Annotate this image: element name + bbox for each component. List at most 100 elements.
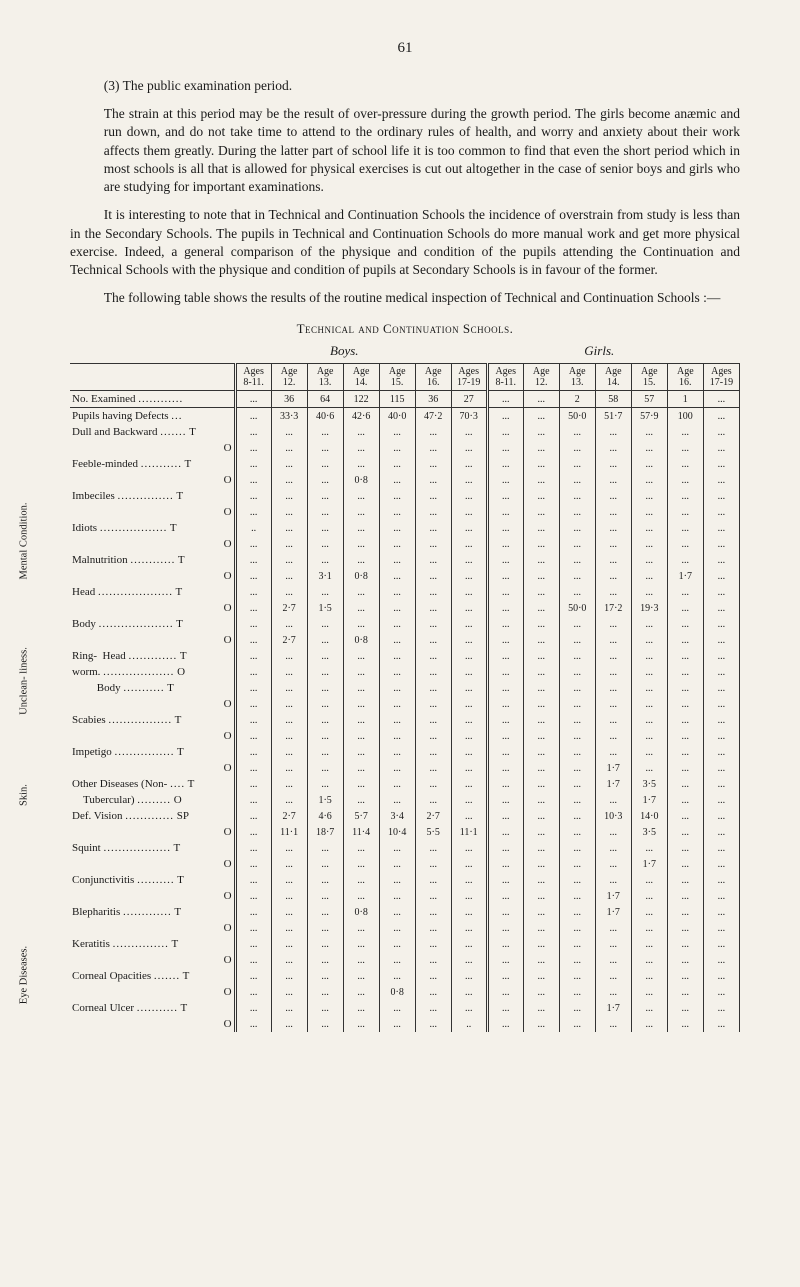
row-label: Imbeciles ............... T	[70, 488, 235, 504]
cell: ...	[631, 456, 667, 472]
cell: ...	[379, 792, 415, 808]
cell: 36	[271, 391, 307, 408]
cell: ...	[343, 840, 379, 856]
cell: ...	[667, 488, 703, 504]
cell: ..	[451, 1016, 487, 1032]
cell: ...	[559, 824, 595, 840]
cell: ...	[307, 920, 343, 936]
cell: ...	[703, 744, 739, 760]
cell: ...	[379, 552, 415, 568]
cell: ...	[523, 440, 559, 456]
cell: ...	[271, 904, 307, 920]
table-row: O.........0·8...........................…	[70, 472, 740, 488]
cell: ...	[487, 952, 523, 968]
cell: ...	[595, 552, 631, 568]
table-row: Def. Vision ............. SP...2·74·65·7…	[70, 808, 740, 824]
cell: 70·3	[451, 408, 487, 425]
vert-skin: Skin.	[18, 755, 29, 835]
table-row: Squint .................. T.............…	[70, 840, 740, 856]
cell: ...	[631, 696, 667, 712]
cell: ...	[271, 728, 307, 744]
cell: ...	[595, 728, 631, 744]
cell: ...	[667, 952, 703, 968]
cell: ...	[451, 648, 487, 664]
cell: ...	[451, 504, 487, 520]
table-row: Imbeciles ............... T.............…	[70, 488, 740, 504]
cell: ...	[415, 584, 451, 600]
cell: ...	[631, 664, 667, 680]
cell: ...	[415, 520, 451, 536]
cell: ...	[523, 408, 559, 425]
cell: ...	[667, 680, 703, 696]
cell: ...	[235, 856, 271, 872]
table-row: Tubercular) ......... O......1·5........…	[70, 792, 740, 808]
cell: ...	[379, 456, 415, 472]
row-label: O	[70, 888, 235, 904]
paragraph-1: The strain at this period may be the res…	[70, 105, 740, 196]
header-blank	[70, 364, 235, 391]
cell: ...	[523, 744, 559, 760]
cell: 40·0	[379, 408, 415, 425]
table-row: O............0·8........................…	[70, 984, 740, 1000]
cell: ...	[523, 456, 559, 472]
cell: ...	[631, 616, 667, 632]
cell: ...	[451, 856, 487, 872]
col-h: Age 14.	[595, 364, 631, 391]
cell: ...	[703, 648, 739, 664]
cell: ...	[595, 968, 631, 984]
cell: ...	[523, 776, 559, 792]
cell: 2·7	[271, 600, 307, 616]
cell: ...	[451, 552, 487, 568]
cell: ...	[559, 760, 595, 776]
cell: ...	[667, 744, 703, 760]
cell: ...	[451, 920, 487, 936]
cell: ...	[235, 792, 271, 808]
cell: 115	[379, 391, 415, 408]
cell: ...	[559, 984, 595, 1000]
cell: ...	[667, 888, 703, 904]
cell: ...	[235, 584, 271, 600]
axis-labels: Boys. Girls.	[70, 343, 740, 359]
cell: ...	[631, 744, 667, 760]
cell: ...	[631, 952, 667, 968]
cell: ...	[559, 472, 595, 488]
cell: ...	[343, 744, 379, 760]
cell: ...	[451, 472, 487, 488]
cell: ...	[379, 840, 415, 856]
cell: 3·5	[631, 824, 667, 840]
cell: ...	[667, 728, 703, 744]
page: 61 (3) The public examination period. Th…	[0, 0, 800, 1287]
cell: ...	[559, 968, 595, 984]
cell: ...	[523, 856, 559, 872]
cell: ...	[415, 456, 451, 472]
cell: ...	[523, 936, 559, 952]
cell: ...	[415, 616, 451, 632]
cell: ...	[271, 840, 307, 856]
cell: ...	[343, 1000, 379, 1016]
cell: 2·7	[415, 808, 451, 824]
cell: ...	[595, 536, 631, 552]
cell: ...	[343, 600, 379, 616]
cell: ...	[235, 712, 271, 728]
cell: ...	[451, 488, 487, 504]
paragraph-3: The following table shows the results of…	[70, 289, 740, 307]
cell: ...	[307, 632, 343, 648]
cell: ...	[703, 712, 739, 728]
cell: ...	[703, 888, 739, 904]
row-label: O	[70, 472, 235, 488]
cell: ...	[667, 920, 703, 936]
cell: 57·9	[631, 408, 667, 425]
cell: ...	[415, 984, 451, 1000]
cell: ...	[271, 920, 307, 936]
cell: 19·3	[631, 600, 667, 616]
cell: ...	[487, 856, 523, 872]
cell: ...	[703, 824, 739, 840]
cell: ...	[667, 824, 703, 840]
cell: ...	[595, 648, 631, 664]
cell: ...	[667, 696, 703, 712]
cell: ...	[271, 472, 307, 488]
data-table: Ages 8-11. Age 12. Age 13. Age 14. Age 1…	[70, 363, 740, 1032]
header-row: Ages 8-11. Age 12. Age 13. Age 14. Age 1…	[70, 364, 740, 391]
cell: ...	[667, 456, 703, 472]
cell: ...	[451, 536, 487, 552]
